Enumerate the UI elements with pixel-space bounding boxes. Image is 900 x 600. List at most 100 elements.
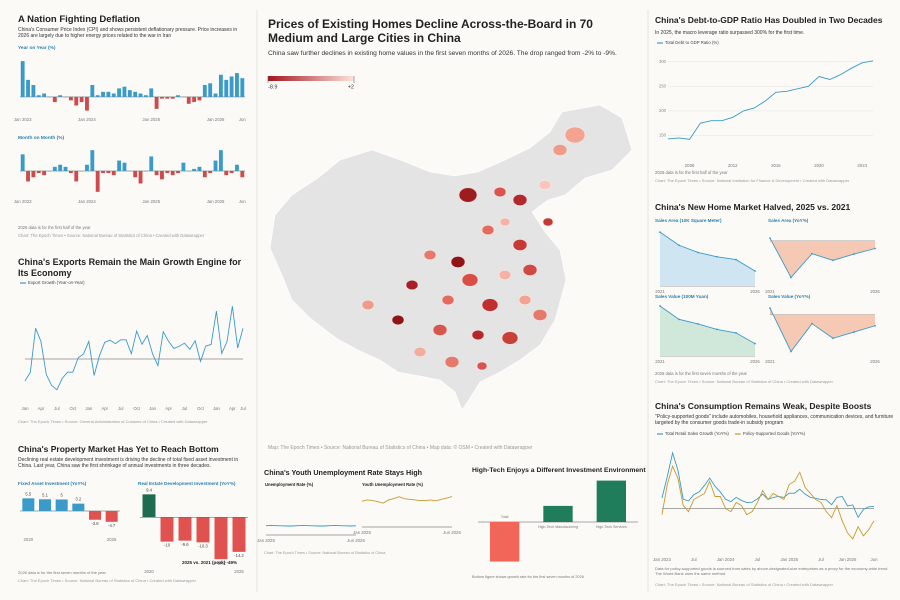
- bar: [72, 503, 85, 511]
- bar: [160, 171, 164, 180]
- bar: [154, 171, 159, 176]
- bar: [229, 171, 234, 174]
- bar: [95, 171, 100, 192]
- bar: [192, 168, 197, 171]
- x-tick-label: Jan 2023: [653, 557, 671, 562]
- bar: [68, 96, 73, 101]
- x-tick-label: Oct: [133, 406, 140, 411]
- x-tick-label: 2025: [107, 537, 117, 542]
- subtitle: "Policy-supported goods" include automob…: [655, 414, 894, 426]
- bar: [26, 171, 30, 182]
- x-tick-label: 2012: [728, 163, 738, 168]
- bar: [178, 517, 192, 541]
- bar: [39, 499, 51, 511]
- label: Sales Area (YoY%): [768, 218, 809, 223]
- source: Chart: The Epoch Times • Source: General…: [18, 419, 208, 424]
- bar: [202, 85, 207, 97]
- x-tick-label: Jan: [22, 406, 30, 411]
- bar: [232, 517, 246, 552]
- bar: [143, 95, 148, 97]
- bar: [105, 511, 118, 522]
- label: Sales Area (10K Square Meter): [655, 218, 722, 223]
- title: A Nation Fighting Deflation: [18, 14, 141, 25]
- bar: [160, 517, 174, 542]
- x-tick-label: High-Tech Services: [596, 525, 627, 529]
- bar: [208, 83, 213, 97]
- bar: [165, 171, 170, 174]
- x-tick-label: 2021: [765, 359, 775, 364]
- bar: [52, 166, 57, 171]
- bar: [106, 91, 111, 97]
- x-tick-label: Jun 2026: [347, 538, 365, 543]
- bar: [31, 171, 36, 178]
- x-tick-label: Apr: [165, 406, 172, 411]
- x-tick-label: Jan 2026: [207, 117, 225, 122]
- value-label: 9.4: [146, 487, 152, 492]
- line: [265, 525, 357, 527]
- x-tick-label: Jul: [691, 557, 697, 562]
- title: China's Debt-to-GDP Ratio Has Doubled in…: [655, 15, 883, 25]
- bar: [31, 85, 36, 97]
- bar: [63, 166, 68, 171]
- city-region: [481, 224, 495, 235]
- x-tick-label: Jan 2023: [14, 199, 32, 204]
- line: [667, 60, 874, 140]
- value-label: 5.1: [42, 492, 48, 497]
- line: [769, 237, 876, 279]
- bar: [36, 95, 41, 97]
- x-tick-label: Jan 2026: [839, 557, 857, 562]
- x-tick-label: 2020: [24, 537, 34, 542]
- bar: [235, 73, 239, 97]
- value-label: -9.6: [181, 542, 189, 547]
- bar: [20, 154, 25, 171]
- value-label: -10: [164, 543, 171, 548]
- legend-label: Export Growth (Year-on-Year): [28, 280, 85, 285]
- line: [661, 464, 875, 540]
- x-tick-label: Jun: [871, 557, 879, 562]
- title: High-Tech Enjoys a Different Investment …: [472, 467, 646, 474]
- y-tick-label: 250: [659, 83, 667, 88]
- bar: [213, 93, 218, 97]
- label: Fixed Asset Investment (YoY%): [18, 481, 87, 486]
- bar: [138, 171, 143, 184]
- y-tick-label: 300: [659, 59, 667, 64]
- title: China's Exports Remain the Main Growth E…: [18, 257, 242, 278]
- x-tick-label: Total: [501, 515, 509, 519]
- x-tick-label: Jan 2025: [257, 538, 275, 543]
- title: China's Consumption Remains Weak, Despit…: [655, 401, 872, 411]
- x-tick-label: 2021: [765, 289, 775, 294]
- city-region: [413, 347, 427, 358]
- bar: [122, 162, 127, 171]
- area: [660, 232, 755, 286]
- source: Map: The Epoch Times • Source: National …: [268, 445, 533, 451]
- x-tick-label: Jan 2024: [717, 557, 735, 562]
- bar: [176, 171, 180, 174]
- city-region: [522, 264, 538, 276]
- line: [361, 496, 453, 504]
- area: [770, 308, 875, 352]
- bar: [154, 96, 159, 109]
- x-tick-label: Jul: [54, 406, 60, 411]
- area: [660, 305, 755, 356]
- bar: [133, 91, 138, 97]
- title: Prices of Existing Homes Decline Across-…: [268, 17, 593, 46]
- x-tick-label: Jun 2026: [443, 530, 461, 535]
- subtitle: China saw further declines in existing h…: [268, 50, 617, 57]
- bar: [218, 74, 223, 97]
- city-region: [564, 126, 586, 144]
- bar: [170, 171, 175, 176]
- x-tick-label: Jan 2025: [142, 199, 160, 204]
- x-tick-label: 2020: [144, 569, 154, 574]
- city-region: [501, 331, 519, 345]
- bar: [229, 76, 234, 97]
- bar: [36, 171, 41, 174]
- title: China's Property Market Has Yet to Reach…: [18, 444, 219, 454]
- city-region: [450, 256, 466, 268]
- line: [659, 305, 756, 345]
- x-tick-label: 2026: [870, 359, 880, 364]
- bar: [240, 171, 245, 178]
- annotation: 2025 vs. 2021 (peak) -49%: [182, 560, 238, 565]
- city-region: [498, 270, 512, 281]
- x-tick-label: Jun: [239, 117, 247, 122]
- legend-tick-label: +2: [348, 84, 354, 90]
